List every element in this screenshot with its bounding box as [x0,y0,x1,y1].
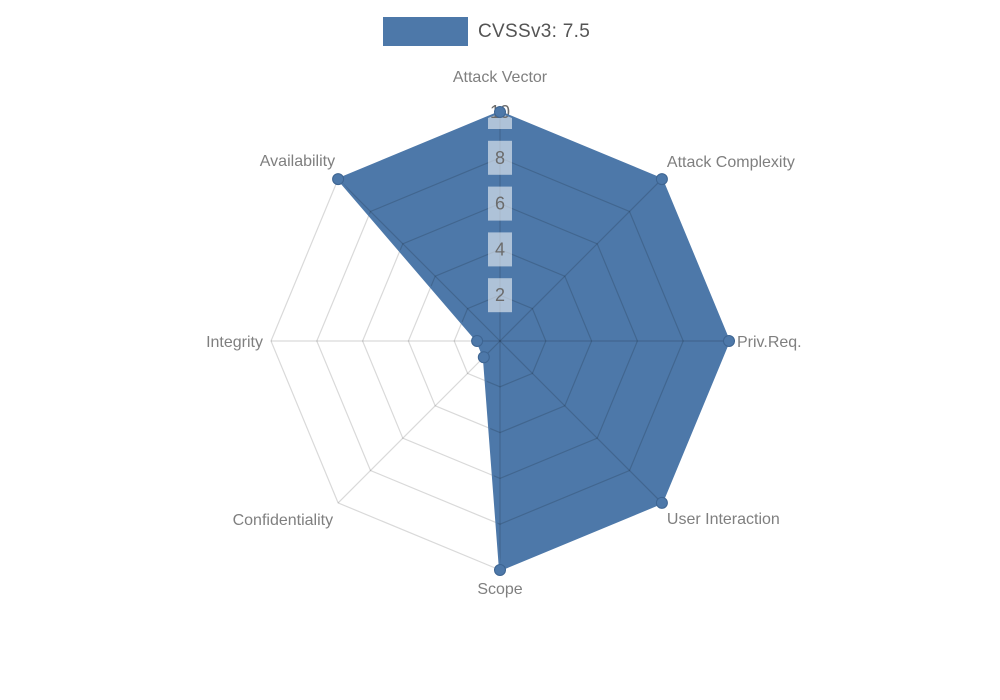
axis-label-availability: Availability [260,153,335,170]
grid-ring-2 [453,294,547,388]
grid-spoke-7 [337,178,501,342]
vertex-marker-user-interaction[interactable] [655,496,668,509]
tick-label-8: 8 [495,148,505,168]
tick-label-4: 4 [495,239,505,259]
axis-label-integrity: Integrity [206,334,263,351]
grid-ring-6 [361,202,639,480]
tick-label-box-8 [488,140,512,175]
vertex-marker-scope[interactable] [494,564,506,576]
grid-ring-8 [316,157,684,525]
tick-label-box-2 [488,278,512,313]
vertex-marker-confidentiality[interactable] [477,351,490,364]
grid-spoke-3 [499,340,663,504]
legend-label[interactable]: CVSSv3: 7.5 [478,20,591,42]
vertex-marker-integrity[interactable] [471,335,484,347]
grid-spoke-5 [337,340,501,504]
grid-spoke-1 [499,178,663,342]
axis-label-priv-req: Priv.Req. [737,334,802,351]
vertex-marker-attack-complexity[interactable] [655,173,668,186]
tick-label-box-4 [488,232,512,267]
axis-label-confidentiality: Confidentiality [233,512,334,529]
axis-label-attack-vector: Attack Vector [453,69,548,86]
tick-label-box-6 [488,186,512,221]
tick-label-2: 2 [495,285,505,305]
vertex-marker-attack-vector[interactable] [494,106,506,118]
vertex-marker-availability[interactable] [332,173,345,186]
grid-ring-4 [407,248,593,434]
legend-swatch[interactable] [383,17,468,46]
axis-label-user-interaction: User Interaction [667,511,780,528]
legend[interactable]: CVSSv3: 7.5 [383,17,590,46]
vertex-marker-priv-req[interactable] [723,335,735,347]
data-polygon-fill[interactable] [338,112,729,570]
tick-label-6: 6 [495,194,505,214]
axis-label-scope: Scope [477,581,522,598]
axis-label-attack-complexity: Attack Complexity [667,154,795,171]
